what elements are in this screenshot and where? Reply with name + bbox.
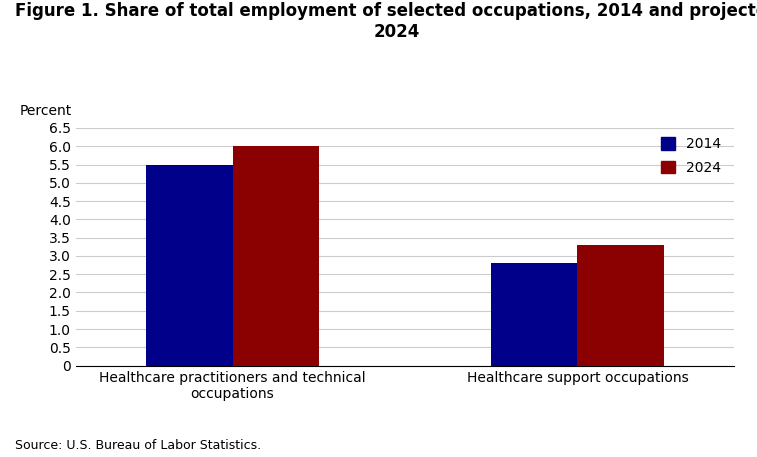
Text: Percent: Percent bbox=[20, 105, 72, 118]
Legend: 2014, 2024: 2014, 2024 bbox=[661, 137, 721, 175]
Bar bbox=[578, 245, 664, 366]
Bar bbox=[491, 263, 578, 366]
Text: Figure 1. Share of total employment of selected occupations, 2014 and projected
: Figure 1. Share of total employment of s… bbox=[15, 2, 757, 41]
Bar bbox=[146, 165, 232, 366]
Bar bbox=[232, 146, 319, 366]
Text: Source: U.S. Bureau of Labor Statistics.: Source: U.S. Bureau of Labor Statistics. bbox=[15, 440, 261, 452]
